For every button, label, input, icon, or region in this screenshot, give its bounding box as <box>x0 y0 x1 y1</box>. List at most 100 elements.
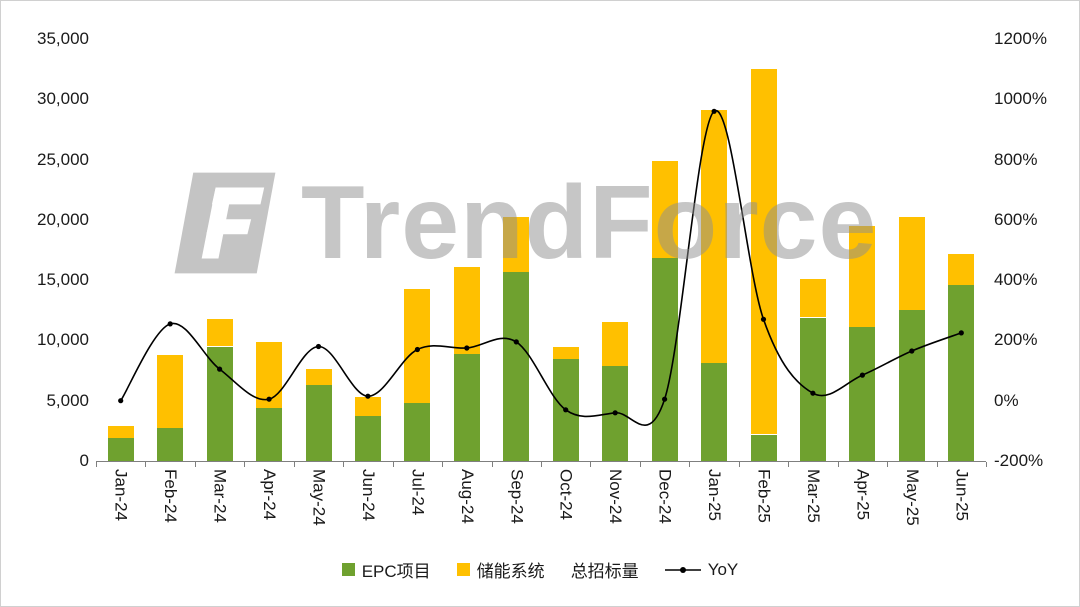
bar-segment-epc <box>750 434 777 461</box>
x-axis-tick-label: Dec-24 <box>655 469 675 524</box>
x-axis-tick <box>986 462 987 467</box>
x-axis-tick-label: Mar-24 <box>210 469 230 523</box>
bar-segment-storage <box>354 397 381 417</box>
x-axis-tick <box>145 462 147 467</box>
bar-segment-storage <box>107 426 134 439</box>
x-axis-tick-label: Feb-24 <box>161 469 181 523</box>
bar-segment-epc <box>107 438 134 461</box>
legend-label: YoY <box>707 559 739 579</box>
bar-segment-epc <box>354 416 381 461</box>
x-axis-tick-label: Jun-24 <box>358 469 378 521</box>
bar-segment-storage <box>602 322 629 366</box>
x-axis-tick <box>936 462 938 467</box>
yoy-point <box>167 321 173 327</box>
bar-segment-epc <box>602 365 629 461</box>
y-axis-right-tick-label: 1000% <box>994 89 1047 109</box>
x-axis-tick <box>244 462 246 467</box>
bar-segment-storage <box>799 278 826 318</box>
bar-segment-epc <box>948 285 975 461</box>
bar-segment-storage <box>157 354 184 429</box>
y-axis-left-tick-label: 15,000 <box>37 270 89 290</box>
bar-segment-epc <box>503 271 530 461</box>
y-axis-left-tick-label: 25,000 <box>37 149 89 169</box>
bar-segment-epc <box>453 353 480 461</box>
yoy-line <box>120 110 962 426</box>
x-axis-tick-label: Apr-24 <box>260 469 280 521</box>
legend-item: YoY <box>664 559 739 580</box>
bar-segment-storage <box>305 369 332 386</box>
y-axis-right-tick-label: -200% <box>994 451 1044 470</box>
bar-segment-storage <box>849 225 876 328</box>
x-axis-tick-label: Jun-25 <box>952 469 972 521</box>
x-axis-tick-label: May-25 <box>902 469 922 526</box>
y-axis-right-tick-label: 400% <box>994 270 1038 290</box>
bar-segment-epc <box>849 327 876 461</box>
legend-label: 储能系统 <box>476 562 545 581</box>
x-axis-tick <box>887 462 889 467</box>
x-axis-tick <box>442 462 444 467</box>
x-axis-tick-label: Oct-24 <box>556 469 576 521</box>
bar-segment-epc <box>701 363 728 461</box>
bar-segment-storage <box>453 266 480 354</box>
yoy-point <box>315 343 322 350</box>
bar-segment-storage <box>552 346 579 359</box>
x-axis-line <box>96 461 986 462</box>
bar-segment-epc <box>206 346 233 461</box>
legend-label: EPC项目 <box>361 562 431 581</box>
x-axis-tick-label: Jan-24 <box>111 469 131 521</box>
x-axis-tick <box>194 462 196 467</box>
x-axis-tick <box>491 462 493 467</box>
x-axis-tick-label: Aug-24 <box>457 469 477 524</box>
y-axis-right-tick-label: 800% <box>994 149 1038 169</box>
x-axis-tick <box>293 462 295 467</box>
bar-segment-storage <box>750 69 777 435</box>
y-axis-left-tick-label: 10,000 <box>37 330 89 350</box>
x-axis-tick-label: Feb-25 <box>754 469 774 523</box>
x-axis-tick <box>343 462 345 467</box>
bar-segment-storage <box>898 217 925 311</box>
x-axis-tick <box>541 462 542 467</box>
bar-segment-epc <box>157 428 184 461</box>
y-axis-left-tick-label: 5,000 <box>46 390 89 410</box>
x-axis-tick-label: Sep-24 <box>507 469 527 524</box>
legend-item: 储能系统 <box>456 557 545 582</box>
x-axis-tick <box>96 462 97 467</box>
legend-line-dot-icon <box>664 566 701 573</box>
y-axis-right-tick-label: 1200% <box>994 29 1047 48</box>
bar-segment-storage <box>256 341 283 408</box>
bar-segment-epc <box>552 358 579 461</box>
bar-segment-epc <box>651 258 678 461</box>
x-axis-tick-label: Jan-25 <box>705 469 725 521</box>
x-axis-tick-label: May-24 <box>309 469 329 526</box>
legend-label: 总招标量 <box>570 562 639 581</box>
y-axis-left-tick-label: 30,000 <box>37 89 89 109</box>
legend-item: 总招标量 <box>571 557 639 582</box>
y-axis-left-tick-label: 20,000 <box>37 209 89 229</box>
x-axis-tick-label: Nov-24 <box>606 469 626 524</box>
x-axis-tick-label: Apr-25 <box>853 469 873 521</box>
bar-segment-storage <box>948 253 975 285</box>
x-axis-tick <box>590 462 592 467</box>
x-axis-tick <box>837 462 839 467</box>
bar-segment-epc <box>898 310 925 461</box>
bar-segment-epc <box>799 317 826 461</box>
x-axis-tick <box>738 462 740 467</box>
legend-swatch-icon <box>341 563 355 576</box>
bar-segment-epc <box>404 403 431 461</box>
bar-segment-storage <box>651 160 678 259</box>
x-axis-tick-label: Jul-24 <box>408 469 428 516</box>
x-axis-tick <box>392 462 394 467</box>
bar-segment-epc <box>305 385 332 461</box>
legend-item: EPC项目 <box>341 557 431 582</box>
y-axis-right-tick-label: 200% <box>994 330 1038 350</box>
bar-segment-storage <box>503 217 530 272</box>
bar-segment-epc <box>256 407 283 461</box>
legend: EPC项目 储能系统 总招标量 YoY <box>1 557 1079 582</box>
y-axis-right-tick-label: 0% <box>994 390 1019 410</box>
x-axis-tick-label: Mar-25 <box>803 469 823 523</box>
bar-segment-storage <box>206 318 233 347</box>
x-axis-tick <box>689 462 691 467</box>
y-axis-left-tick-label: 0 <box>79 451 89 470</box>
